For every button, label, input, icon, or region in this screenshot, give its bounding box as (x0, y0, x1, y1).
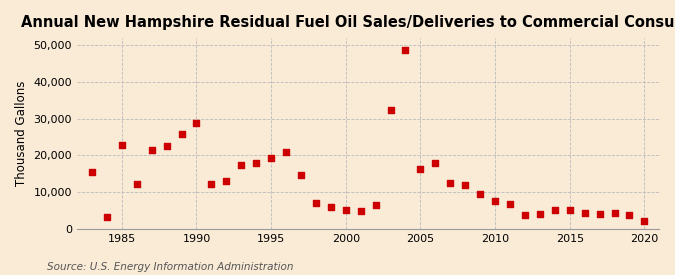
Point (86, 170, 97, 174)
Point (266, 156, 277, 161)
Point (385, 107, 396, 112)
Point (639, 218, 650, 223)
Point (132, 182, 142, 186)
Point (594, 212, 605, 216)
Point (475, 192, 485, 196)
Point (340, 208, 351, 212)
Point (251, 161, 262, 166)
Text: Source: U.S. Energy Information Administration: Source: U.S. Energy Information Administ… (47, 262, 294, 272)
Point (549, 208, 560, 213)
Point (430, 161, 441, 166)
Point (505, 202, 516, 206)
Point (415, 167, 426, 172)
Point (191, 121, 202, 125)
Point (236, 162, 246, 167)
Point (161, 144, 172, 148)
Point (445, 181, 456, 185)
Point (221, 179, 232, 183)
Title: Annual New Hampshire Residual Fuel Oil Sales/Deliveries to Commercial Consumers: Annual New Hampshire Residual Fuel Oil S… (21, 15, 675, 30)
Point (489, 199, 500, 203)
Point (579, 210, 590, 215)
Y-axis label: Thousand Gallons: Thousand Gallons (15, 81, 28, 186)
Point (355, 209, 366, 213)
Point (281, 150, 292, 154)
Point (520, 213, 531, 217)
Point (296, 173, 306, 177)
Point (101, 215, 112, 219)
Point (176, 132, 187, 137)
Point (310, 201, 321, 205)
Point (146, 148, 157, 152)
Point (624, 213, 634, 217)
Point (116, 143, 127, 147)
Point (564, 208, 575, 213)
Point (609, 211, 620, 215)
Point (460, 183, 470, 188)
Point (400, 48, 411, 53)
Point (206, 182, 217, 186)
Point (535, 212, 545, 216)
Point (370, 203, 381, 207)
Point (325, 205, 336, 210)
